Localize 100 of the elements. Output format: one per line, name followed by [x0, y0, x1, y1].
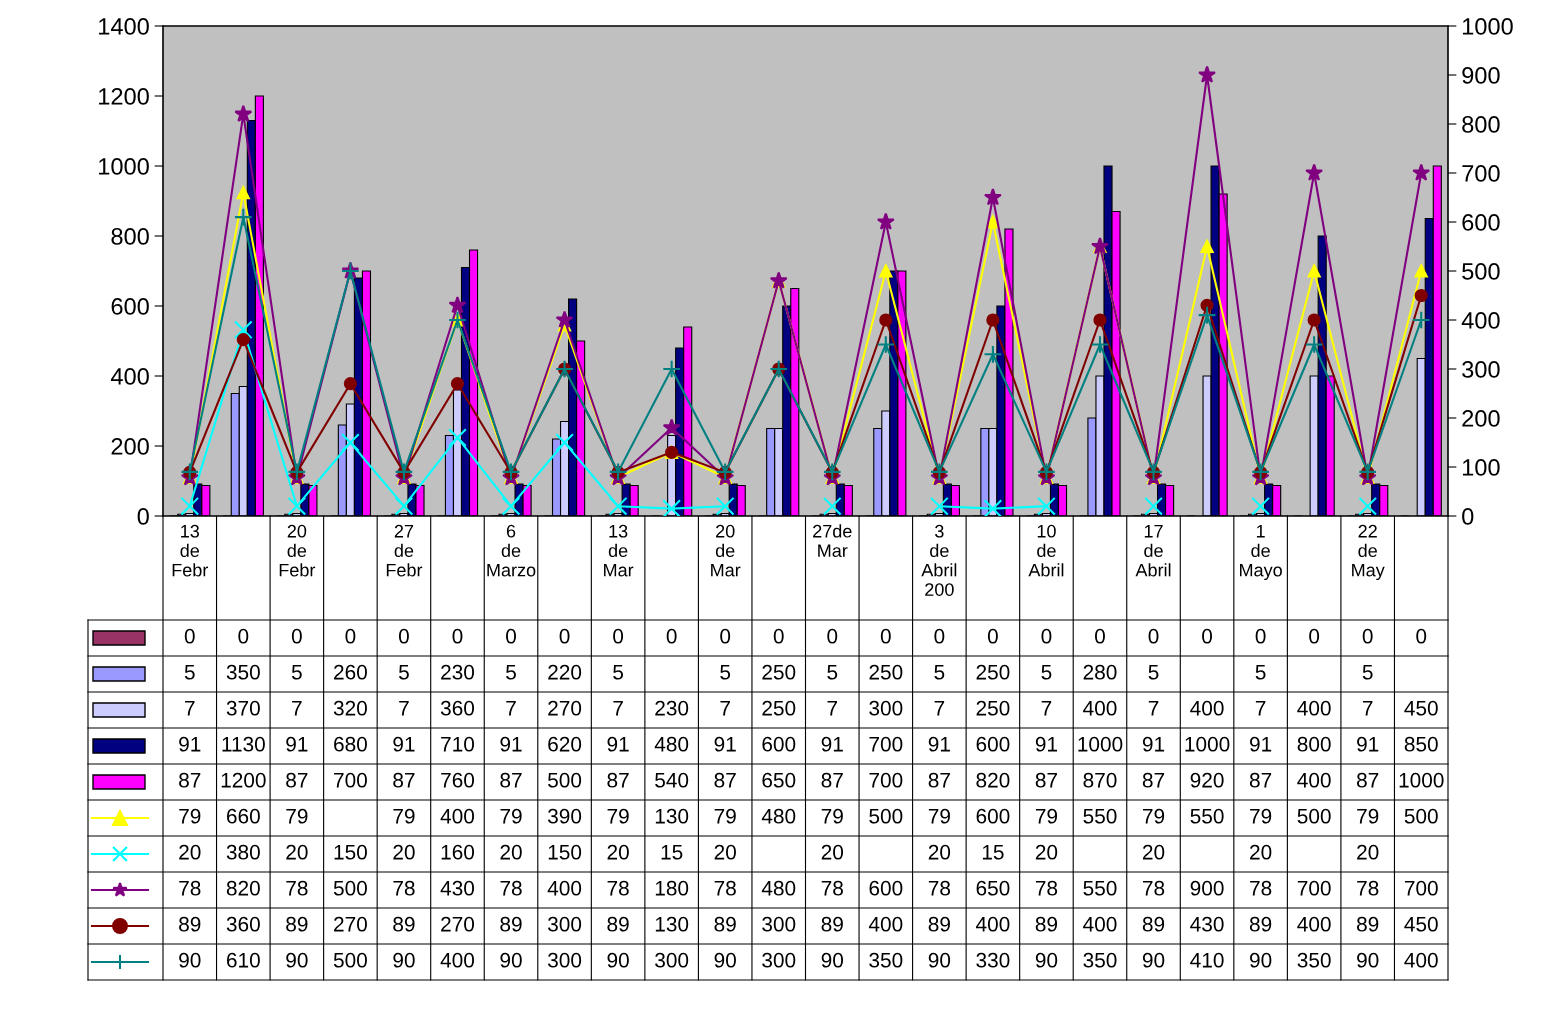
data-label: 89	[393, 916, 415, 932]
data-label: 78	[393, 880, 415, 896]
data-label: 250	[976, 664, 1010, 680]
data-label: 79	[393, 808, 415, 824]
data-label: 79	[607, 808, 629, 824]
data-label: 5	[720, 665, 731, 680]
y2-tick-label: 600	[1462, 214, 1500, 231]
data-label: 89	[500, 916, 522, 932]
data-label: 920	[1190, 772, 1224, 788]
data-label: 5	[506, 665, 516, 680]
data-label: 400	[440, 808, 475, 824]
data-label: 7	[399, 701, 409, 716]
data-label: 79	[821, 808, 843, 824]
data-label: 130	[655, 916, 689, 932]
data-label: 79	[1143, 808, 1165, 824]
data-label: 610	[226, 952, 260, 968]
data-label: 0	[559, 628, 570, 644]
data-label: 360	[226, 916, 260, 932]
data-label: 20	[286, 844, 308, 860]
data-label: 89	[928, 916, 950, 932]
data-label: 350	[226, 664, 260, 680]
data-label: 91	[286, 736, 308, 752]
data-label: 600	[976, 736, 1010, 752]
data-label: 89	[1035, 916, 1058, 932]
data-label: 89	[286, 916, 308, 932]
data-label: 20	[1142, 844, 1165, 860]
x-tick-label: 17 de Abril	[1135, 525, 1171, 577]
data-label: 5	[1148, 665, 1159, 680]
data-label: 5	[291, 665, 302, 680]
data-label: 90	[714, 952, 736, 968]
y2-tick-label: 400	[1461, 312, 1500, 329]
data-label: 90	[179, 952, 201, 968]
data-label: 91	[714, 736, 736, 752]
data-label: 0	[1309, 628, 1320, 644]
data-label: 79	[286, 808, 308, 824]
data-label: 600	[762, 736, 796, 752]
data-label: 91	[179, 736, 201, 752]
data-label: 380	[226, 844, 260, 860]
y2-tick-label: 0	[1462, 508, 1474, 525]
data-label: 90	[393, 952, 415, 968]
data-label: 90	[1035, 952, 1058, 968]
data-label: 450	[1404, 916, 1438, 932]
data-label: 480	[654, 736, 689, 752]
data-label: 5	[1041, 665, 1052, 680]
data-label: 550	[1083, 880, 1117, 896]
data-label: 91	[607, 736, 629, 752]
data-label: 710	[441, 736, 475, 752]
data-label: 620	[548, 736, 582, 752]
data-label: 90	[286, 952, 308, 968]
data-label: 89	[179, 916, 201, 932]
data-label: 78	[500, 880, 522, 896]
data-label: 0	[1255, 628, 1266, 644]
data-label: 400	[1297, 772, 1331, 788]
data-label: 700	[334, 772, 367, 788]
data-label: 300	[762, 916, 796, 932]
x-tick-label: 1 de Mayo	[1240, 525, 1282, 581]
data-label: 700	[869, 772, 903, 788]
y-tick-label: 1000	[99, 158, 149, 175]
data-label: 280	[1083, 664, 1117, 680]
data-label: 90	[821, 952, 844, 968]
data-label: 230	[655, 700, 689, 716]
y-tick-label: 800	[111, 228, 149, 245]
data-label: 700	[1297, 880, 1331, 896]
data-label: 90	[500, 952, 522, 968]
data-label: 20	[393, 844, 415, 860]
data-label: 150	[334, 844, 367, 860]
data-label: 450	[1404, 700, 1438, 716]
data-label: 500	[1297, 808, 1331, 824]
data-label: 0	[1041, 628, 1052, 644]
data-label: 300	[869, 700, 903, 716]
data-label: 400	[976, 916, 1010, 932]
data-label: 900	[1190, 880, 1224, 896]
data-label: 87	[393, 772, 415, 788]
data-label: 180	[655, 880, 689, 896]
data-label: 78	[714, 880, 736, 896]
data-label: 1130	[222, 736, 265, 752]
y2-tick-label: 200	[1462, 410, 1500, 427]
data-label: 20	[928, 844, 951, 860]
data-label: 1000	[1078, 736, 1123, 752]
data-label: 79	[179, 808, 201, 824]
data-label: 400	[1190, 700, 1224, 716]
data-label: 0	[720, 628, 731, 644]
data-label: 90	[1357, 952, 1379, 968]
data-label: 87	[286, 772, 308, 788]
data-label: 410	[1190, 952, 1224, 968]
data-label: 350	[869, 952, 903, 968]
data-label: 400	[868, 916, 903, 932]
data-label: 400	[440, 952, 475, 968]
data-label: 820	[976, 772, 1010, 788]
data-label: 7	[1255, 701, 1266, 716]
data-label: 600	[976, 808, 1010, 824]
data-label: 7	[185, 701, 195, 716]
data-label: 87	[714, 772, 736, 788]
data-label: 390	[547, 808, 582, 824]
data-label: 7	[1041, 701, 1052, 716]
data-label: 0	[934, 628, 945, 644]
data-label: 0	[238, 628, 249, 644]
data-label: 15	[661, 845, 683, 860]
data-label: 78	[1250, 880, 1272, 896]
data-label: 350	[1297, 952, 1331, 968]
